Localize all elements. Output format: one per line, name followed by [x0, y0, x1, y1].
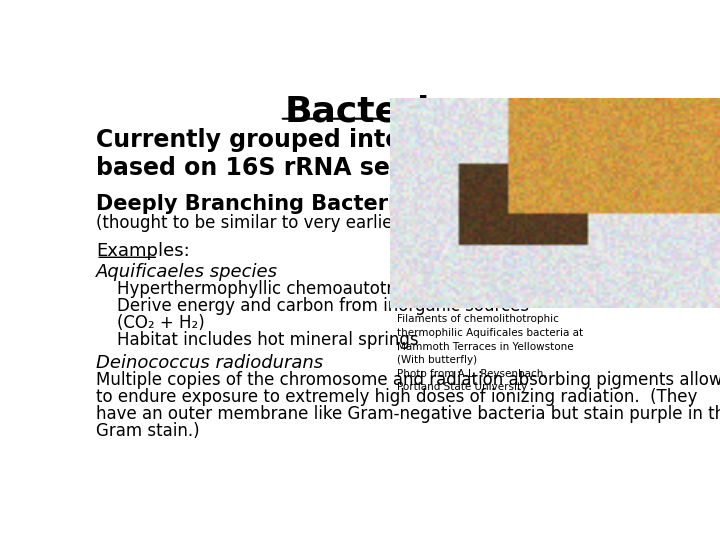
Text: Examples:: Examples:: [96, 242, 190, 260]
Text: Deinococcus radiodurans: Deinococcus radiodurans: [96, 354, 323, 372]
Text: Currently grouped into about 30 phyla: Currently grouped into about 30 phyla: [96, 128, 610, 152]
Text: Hyperthermophyllic chemoautotrophic anaerobes: Hyperthermophyllic chemoautotrophic anae…: [96, 280, 531, 299]
Text: Deeply Branching Bacteria: Deeply Branching Bacteria: [96, 194, 410, 214]
Text: Multiple copies of the chromosome and radiation absorbing pigments allow it: Multiple copies of the chromosome and ra…: [96, 372, 720, 389]
Text: based on 16S rRNA sequence data.: based on 16S rRNA sequence data.: [96, 156, 564, 180]
Text: Derive energy and carbon from inorganic sources: Derive energy and carbon from inorganic …: [96, 298, 529, 315]
Text: (CO₂ + H₂): (CO₂ + H₂): [96, 314, 205, 332]
Text: to endure exposure to extremely high doses of ionizing radiation.  (They: to endure exposure to extremely high dos…: [96, 388, 698, 406]
Text: Gram stain.): Gram stain.): [96, 422, 200, 440]
Text: have an outer membrane like Gram-negative bacteria but stain purple in the: have an outer membrane like Gram-negativ…: [96, 405, 720, 423]
Text: Filaments of chemolithotrophic
thermophilic Aquificales bacteria at
Mammoth Terr: Filaments of chemolithotrophic thermophi…: [397, 314, 582, 393]
Text: Habitat includes hot mineral springs: Habitat includes hot mineral springs: [96, 331, 419, 349]
Text: (thought to be similar to very earliest life forms): (thought to be similar to very earliest …: [96, 214, 498, 232]
Text: Aquificaeles species: Aquificaeles species: [96, 264, 278, 281]
Text: Bacteria: Bacteria: [284, 94, 454, 128]
